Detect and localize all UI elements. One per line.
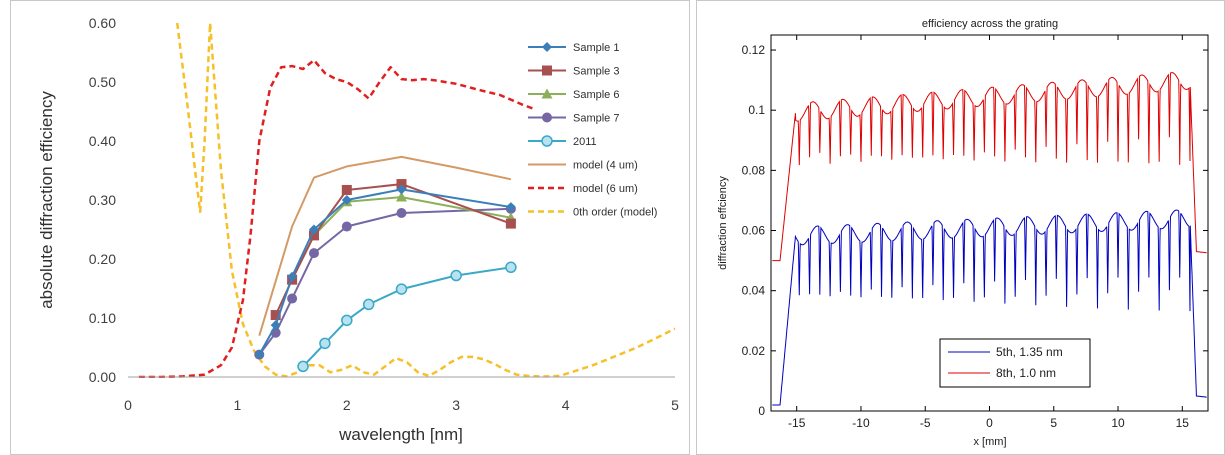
point-2011 <box>395 283 408 295</box>
left-y-tick-label: 0.10 <box>89 310 116 326</box>
point-sample-1 <box>270 320 281 331</box>
left-x-tick-label: 1 <box>234 397 242 413</box>
series-sample-3 <box>270 179 516 321</box>
series-sample-1 <box>254 184 516 360</box>
point-2011 <box>297 360 309 373</box>
left-plot-area <box>138 22 676 378</box>
line-2011 <box>302 266 512 368</box>
legend-label-sample-6: Sample 6 <box>573 89 619 101</box>
legend-label-2011: 2011 <box>573 136 597 148</box>
right-x-tick-label: 0 <box>986 416 993 430</box>
point-sample-7 <box>396 207 407 218</box>
right-x-tick-label: 10 <box>1111 416 1125 430</box>
right-y-ticks: 0 0.02 0.04 0.06 0.08 0.1 0.12 <box>742 43 1208 418</box>
point-sample-6 <box>396 191 407 202</box>
legend-marker-sample-3 <box>542 65 552 76</box>
right-y-tick-label: 0.12 <box>742 43 766 57</box>
line-model-6-um <box>138 58 534 378</box>
series-0th-order-model <box>175 22 676 378</box>
right-legend: 5th, 1.35 nm 8th, 1.0 nm <box>939 338 1091 388</box>
point-2011 <box>362 298 375 311</box>
point-sample-3 <box>396 179 407 190</box>
right-y-tick-label: 0 <box>758 404 765 418</box>
point-sample-1 <box>396 184 407 195</box>
right-line-5th-1-35-nm <box>772 209 1207 406</box>
legend-label-sample-3: Sample 3 <box>573 66 619 78</box>
right-line-8th-1-0-nm <box>772 72 1207 262</box>
line-model-4-um <box>258 155 512 336</box>
left-x-tick-label: 0 <box>124 397 132 413</box>
legend-label-model-6-um: model (6 um) <box>573 183 638 195</box>
point-sample-3 <box>270 310 281 321</box>
left-x-tick-label: 5 <box>671 397 679 413</box>
right-plot-area <box>772 72 1207 406</box>
point-2011 <box>505 261 517 274</box>
left-x-tick-label: 3 <box>452 397 460 413</box>
right-legend-label-5th: 5th, 1.35 nm <box>996 345 1063 359</box>
point-sample-7 <box>287 293 298 304</box>
point-sample-1 <box>308 224 319 235</box>
legend-marker-sample-7 <box>542 112 552 123</box>
line-0th-order-model <box>175 22 676 378</box>
point-sample-1 <box>254 349 265 360</box>
left-x-ticks: 0 1 2 3 4 5 <box>124 397 679 413</box>
point-sample-3 <box>341 184 352 195</box>
right-y-tick-label: 0.08 <box>742 163 766 177</box>
legend-marker-sample-6 <box>541 88 553 99</box>
right-x-tick-label: 5 <box>1050 416 1057 430</box>
left-y-axis-label: absolute diffraction efficiency <box>37 91 56 309</box>
right-y-tick-label: 0.06 <box>742 224 766 238</box>
right-chart-title: efficiency across the grating <box>922 18 1058 30</box>
right-y-axis-label: diffraction effciency <box>717 176 729 270</box>
left-legend: Sample 1 Sample 3 Sample 6 Sample 7 2011 mode… <box>528 42 657 219</box>
point-sample-1 <box>341 195 352 205</box>
left-y-tick-label: 0.40 <box>89 133 116 149</box>
legend-label-sample-7: Sample 7 <box>573 113 619 125</box>
left-y-tick-label: 0.20 <box>89 251 116 267</box>
point-sample-7 <box>341 221 352 232</box>
right-legend-label-8th: 8th, 1.0 nm <box>996 366 1056 380</box>
right-x-ticks: -15 -10 -5 0 5 10 15 <box>788 35 1189 430</box>
point-sample-1 <box>287 271 298 282</box>
right-x-tick-label: -15 <box>788 416 806 430</box>
legend-marker-sample-1 <box>542 42 552 52</box>
right-y-tick-label: 0.02 <box>742 344 766 358</box>
point-sample-1 <box>505 202 516 213</box>
left-y-tick-label: 0.30 <box>89 192 116 208</box>
right-x-tick-label: -5 <box>920 416 931 430</box>
point-2011 <box>341 314 353 327</box>
point-2011 <box>450 269 462 282</box>
right-x-axis-label: x [mm] <box>974 436 1007 448</box>
legend-marker-2011 <box>541 135 553 147</box>
legend-label-0th-order-model: 0th order (model) <box>573 207 657 219</box>
right-y-tick-label: 0.04 <box>742 284 766 298</box>
left-y-tick-label: 0.50 <box>89 74 116 90</box>
right-chart: efficiency across the grating 00.020.040… <box>717 18 1209 448</box>
right-x-tick-label: -10 <box>852 416 870 430</box>
legend-label-sample-1: Sample 1 <box>573 42 619 54</box>
point-2011 <box>319 337 331 350</box>
left-x-tick-label: 4 <box>562 397 570 413</box>
right-x-tick-label: 15 <box>1176 416 1190 430</box>
point-sample-3 <box>308 230 319 241</box>
point-sample-3 <box>505 218 516 229</box>
left-x-axis-label: wavelength [nm] <box>338 425 463 444</box>
left-chart: 0.00 0.10 0.20 0.30 0.40 0.50 0.60 0 1 2 3 4 5 wave… <box>37 15 679 444</box>
series-model-6-um <box>138 58 534 378</box>
point-sample-7 <box>308 248 319 259</box>
left-y-tick-label: 0.00 <box>89 369 116 385</box>
right-legend-box <box>939 338 1091 388</box>
series-model-4-um <box>258 155 512 336</box>
right-y-tick-label: 0.1 <box>748 103 765 117</box>
series-sample-6 <box>286 191 517 285</box>
left-y-tick-label: 0.60 <box>89 15 116 31</box>
left-y-ticks: 0.00 0.10 0.20 0.30 0.40 0.50 0.60 <box>89 15 116 385</box>
left-x-tick-label: 2 <box>343 397 351 413</box>
legend-label-model-4-um: model (4 um) <box>573 160 638 172</box>
series-2011 <box>297 261 517 373</box>
